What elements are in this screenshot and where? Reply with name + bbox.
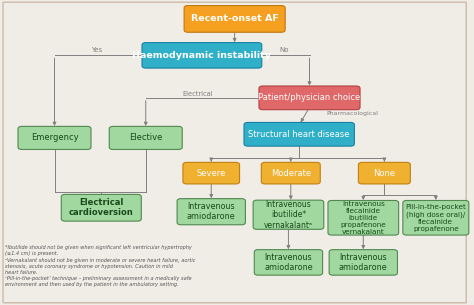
Text: Elective: Elective: [129, 133, 163, 142]
Text: Intravenous
amiodarone: Intravenous amiodarone: [187, 202, 236, 221]
FancyBboxPatch shape: [184, 5, 285, 32]
Text: *Ibutilide should not be given when significant left ventricular hypertrophy
(≥1: *Ibutilide should not be given when sign…: [5, 245, 196, 287]
FancyBboxPatch shape: [61, 194, 141, 221]
Text: None: None: [374, 169, 395, 178]
FancyBboxPatch shape: [328, 200, 399, 235]
Text: Emergency: Emergency: [31, 133, 78, 142]
Text: Severe: Severe: [197, 169, 226, 178]
Text: Moderate: Moderate: [271, 169, 311, 178]
Text: No: No: [279, 48, 289, 53]
FancyBboxPatch shape: [261, 162, 320, 184]
Text: Structural heart disease: Structural heart disease: [248, 130, 350, 139]
FancyBboxPatch shape: [329, 250, 398, 275]
Text: Intravenous
ibutilide*
vernakalantᵃ: Intravenous ibutilide* vernakalantᵃ: [264, 200, 313, 230]
Text: Haemodynamic instability: Haemodynamic instability: [132, 51, 272, 60]
Text: Patient/physician choice: Patient/physician choice: [258, 93, 361, 102]
FancyBboxPatch shape: [253, 200, 324, 229]
FancyBboxPatch shape: [177, 199, 246, 225]
FancyBboxPatch shape: [109, 126, 182, 149]
Text: Pharmacological: Pharmacological: [326, 110, 378, 116]
FancyBboxPatch shape: [259, 86, 360, 110]
Text: Electrical: Electrical: [182, 91, 212, 97]
Text: Intravenous
amiodarone: Intravenous amiodarone: [264, 253, 313, 272]
FancyBboxPatch shape: [18, 126, 91, 149]
FancyBboxPatch shape: [244, 122, 355, 146]
Text: Electrical
cardioversion: Electrical cardioversion: [69, 198, 134, 217]
FancyBboxPatch shape: [142, 43, 262, 68]
Text: Intravenous
flecainide
ibutilide
propafenone
vernakalant: Intravenous flecainide ibutilide propafe…: [340, 201, 386, 235]
Text: Pill-in-the-pocket
(high dose oral)/
flecainide
propafenone: Pill-in-the-pocket (high dose oral)/ fle…: [405, 204, 466, 231]
FancyBboxPatch shape: [403, 200, 469, 235]
Text: Recent-onset AF: Recent-onset AF: [191, 14, 279, 23]
FancyBboxPatch shape: [254, 250, 323, 275]
Text: Intravenous
amiodarone: Intravenous amiodarone: [339, 253, 388, 272]
Text: Yes: Yes: [91, 48, 102, 53]
FancyBboxPatch shape: [183, 162, 239, 184]
FancyBboxPatch shape: [358, 162, 410, 184]
